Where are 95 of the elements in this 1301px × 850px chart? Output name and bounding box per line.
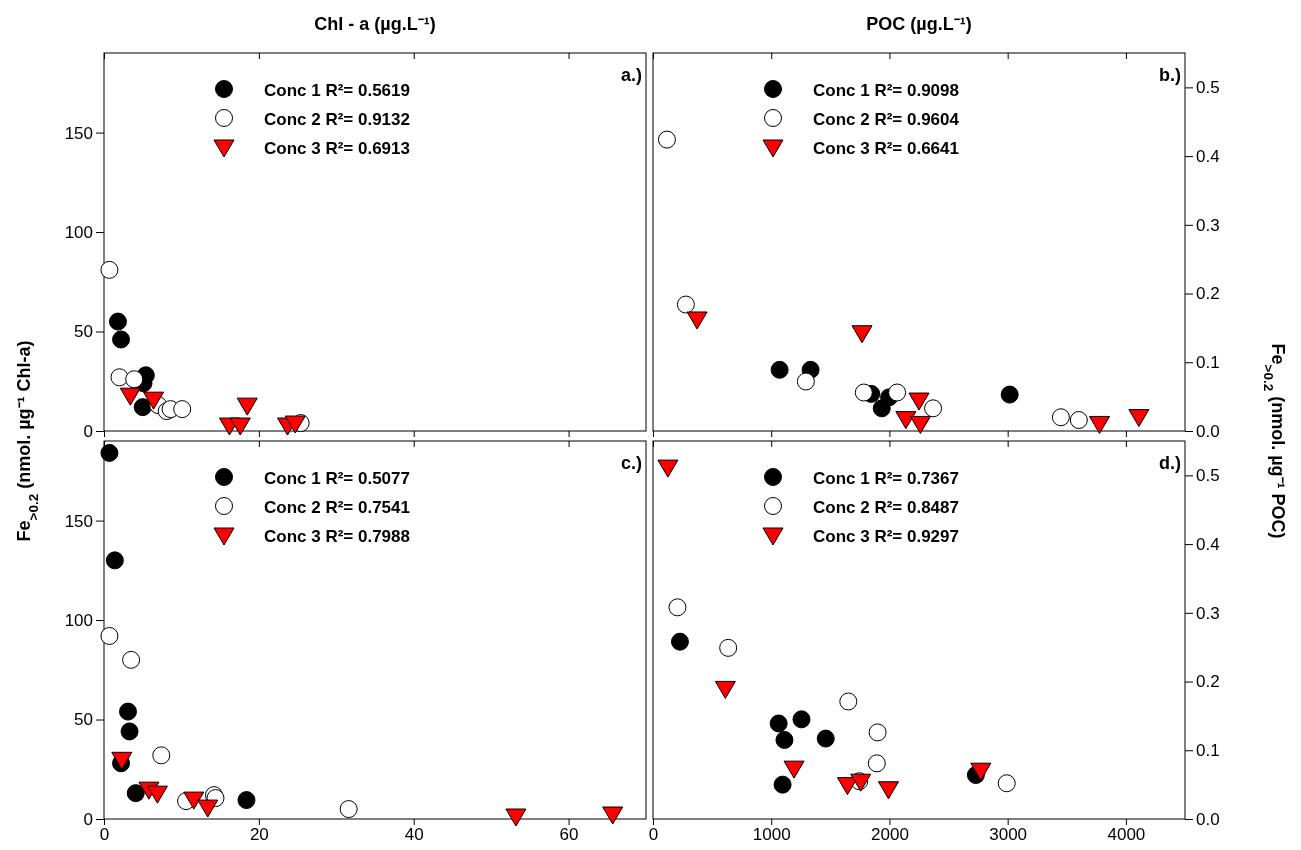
chart-title: POC (µg.L⁻¹) xyxy=(866,14,972,34)
x-tick-label: 0 xyxy=(648,825,659,845)
point xyxy=(125,370,144,389)
y2-tick-label: 0.0 xyxy=(1196,809,1220,829)
point xyxy=(236,397,258,416)
point xyxy=(792,710,811,729)
y-tick-label: 0 xyxy=(83,809,93,829)
point xyxy=(505,808,527,827)
point xyxy=(657,459,679,478)
y2-tick-label: 0.2 xyxy=(1196,284,1220,304)
legend-label: Conc 3 R²= 0.7988 xyxy=(264,527,410,546)
point xyxy=(284,415,306,434)
legend-label: Conc 1 R²= 0.9098 xyxy=(813,81,959,100)
y2-tick-label: 0.0 xyxy=(1196,421,1220,441)
point xyxy=(105,551,124,570)
point xyxy=(1000,385,1019,404)
annotation: c.) xyxy=(620,453,642,473)
legend-label: Conc 3 R²= 0.6913 xyxy=(264,139,410,158)
annotation: a.) xyxy=(620,65,642,85)
legend-label: Conc 1 R²= 0.5077 xyxy=(264,469,410,488)
x-tick-label: 0 xyxy=(99,825,110,845)
y2-tick-label: 0.3 xyxy=(1196,603,1220,623)
y2-tick-label: 0.2 xyxy=(1196,672,1220,692)
y-tick-label: 0 xyxy=(83,421,93,441)
point xyxy=(872,399,891,418)
point xyxy=(100,260,119,279)
point xyxy=(878,781,899,800)
chart-title: Chl - a (µg.L⁻¹) xyxy=(314,14,436,34)
y-tick-label: 100 xyxy=(64,610,93,630)
legend-label: Conc 1 R²= 0.7367 xyxy=(813,469,959,488)
point xyxy=(146,785,168,804)
point xyxy=(108,312,127,331)
x-tick-label: 60 xyxy=(559,825,579,845)
x-tick-label: 1000 xyxy=(752,825,791,845)
point xyxy=(602,806,624,825)
point xyxy=(229,417,251,436)
point xyxy=(143,391,165,410)
point xyxy=(100,626,119,645)
y-tick-label: 50 xyxy=(74,710,93,730)
point xyxy=(100,443,119,462)
point xyxy=(836,777,858,796)
point xyxy=(714,680,736,699)
y2-tick-label: 0.5 xyxy=(1196,466,1220,486)
y-tick-label: 100 xyxy=(64,222,93,242)
y2-tick-label: 0.4 xyxy=(1196,535,1220,555)
point xyxy=(670,632,689,651)
point xyxy=(775,730,794,749)
legend-label: Conc 3 R²= 0.9297 xyxy=(813,527,959,546)
legend-label: Conc 1 R²= 0.5619 xyxy=(264,81,410,100)
point xyxy=(908,392,930,411)
point xyxy=(120,722,139,741)
point xyxy=(112,330,131,349)
point xyxy=(851,325,873,344)
point xyxy=(816,729,835,748)
point xyxy=(1128,409,1150,428)
point xyxy=(119,702,137,721)
point xyxy=(854,383,873,402)
point xyxy=(895,411,917,430)
point xyxy=(133,398,152,417)
annotation: d.) xyxy=(1159,453,1181,473)
x-tick-label: 20 xyxy=(249,825,269,845)
y2-tick-label: 0.5 xyxy=(1196,78,1220,98)
point xyxy=(1089,415,1111,434)
legend-label: Conc 2 R²= 0.7541 xyxy=(264,498,410,517)
point xyxy=(909,415,931,434)
y2-tick-label: 0.4 xyxy=(1196,147,1220,167)
point xyxy=(769,714,788,733)
point xyxy=(119,387,141,406)
point xyxy=(237,791,256,810)
x-tick-label: 40 xyxy=(404,825,424,845)
legend-label: Conc 2 R²= 0.9604 xyxy=(813,110,960,129)
annotation: b.) xyxy=(1159,65,1181,85)
point xyxy=(173,400,192,419)
point xyxy=(970,762,992,781)
legend-label: Conc 3 R²= 0.6641 xyxy=(813,139,959,158)
point xyxy=(773,775,792,794)
point xyxy=(796,372,815,391)
point xyxy=(770,360,789,379)
y-tick-label: 50 xyxy=(74,322,93,342)
x-tick-label: 2000 xyxy=(871,825,909,845)
point xyxy=(783,760,805,779)
point xyxy=(183,791,205,810)
point xyxy=(888,383,907,402)
y-tick-label: 150 xyxy=(64,511,93,531)
point xyxy=(686,311,708,330)
legend-label: Conc 2 R²= 0.9132 xyxy=(264,110,410,129)
x-tick-label: 4000 xyxy=(1107,825,1146,845)
y2-tick-label: 0.3 xyxy=(1196,215,1220,235)
x-tick-label: 3000 xyxy=(989,825,1028,845)
point xyxy=(126,784,145,803)
y2-tick-label: 0.1 xyxy=(1196,353,1220,373)
y-tick-label: 150 xyxy=(64,123,93,143)
y2-tick-label: 0.1 xyxy=(1196,741,1220,761)
point xyxy=(197,799,219,818)
legend-label: Conc 2 R²= 0.8487 xyxy=(813,498,959,517)
